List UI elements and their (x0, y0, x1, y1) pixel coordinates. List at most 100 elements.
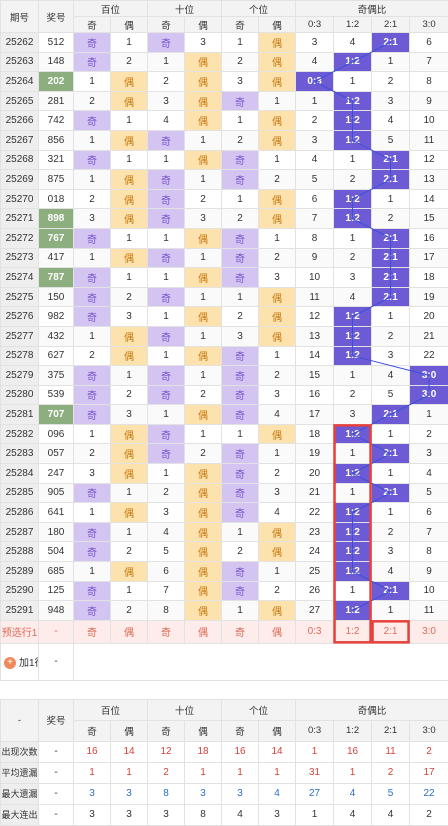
ratio-cell: 1 (334, 444, 372, 464)
header-qihao[interactable]: 期号 (1, 1, 39, 33)
ratio-cell: 2:1 (372, 248, 410, 268)
predict-cell[interactable]: 1:2 (334, 620, 372, 643)
ratio-cell: 1:2 (334, 52, 372, 72)
stats-cell: 3 (148, 804, 185, 825)
parity-cell: 偶 (111, 326, 148, 346)
predict-cell[interactable]: 偶 (259, 620, 296, 643)
issue-number: 25285 (1, 483, 39, 503)
ratio-cell: 20 (410, 307, 448, 327)
parity-cell: 奇 (74, 150, 111, 170)
parity-cell: 偶 (111, 189, 148, 209)
stats-dash: - (39, 741, 74, 762)
ratio-cell: 18 (410, 268, 448, 288)
parity-cell: 2 (222, 307, 259, 327)
draw-number: 982 (39, 307, 74, 327)
predict-cell[interactable]: 奇 (74, 620, 111, 643)
ratio-cell: 11 (410, 130, 448, 150)
ratio-cell: 1 (372, 601, 410, 621)
stats-sub-header: 2:1 (372, 720, 410, 741)
stats-cell: 16 (74, 741, 111, 762)
parity-cell: 偶 (111, 209, 148, 229)
parity-cell: 1 (259, 444, 296, 464)
parity-cell: 4 (259, 503, 296, 523)
predict-cell[interactable]: 3:0 (410, 620, 448, 643)
ratio-cell: 13 (410, 170, 448, 190)
stats-sub-header: 奇 (222, 720, 259, 741)
ratio-cell: 12 (296, 307, 334, 327)
ratio-cell: 1 (334, 150, 372, 170)
sub-header: 3:0 (410, 17, 448, 33)
ratio-cell: 22 (296, 503, 334, 523)
predict-cell[interactable]: 奇 (148, 620, 185, 643)
parity-cell: 1 (111, 228, 148, 248)
predict-cell[interactable]: 2:1 (372, 620, 410, 643)
parity-cell: 2 (185, 444, 222, 464)
parity-cell: 奇 (148, 170, 185, 190)
issue-number: 25263 (1, 52, 39, 72)
stats-cell: 5 (372, 783, 410, 804)
issue-number: 25271 (1, 209, 39, 229)
ratio-cell: 18 (296, 424, 334, 444)
issue-number: 25275 (1, 287, 39, 307)
draw-number: 321 (39, 150, 74, 170)
parity-cell: 1 (111, 33, 148, 53)
spacer-cell (1, 680, 448, 699)
stats-header-group: 十位 (148, 699, 222, 720)
ratio-cell: 4 (334, 287, 372, 307)
parity-cell: 1 (74, 424, 111, 444)
parity-cell: 4 (148, 111, 185, 131)
parity-cell: 6 (148, 562, 185, 582)
parity-cell: 1 (259, 562, 296, 582)
parity-cell: 3 (148, 503, 185, 523)
stats-sub-header: 偶 (185, 720, 222, 741)
sub-header: 0:3 (296, 17, 334, 33)
draw-number: 417 (39, 248, 74, 268)
ratio-cell: 3 (372, 542, 410, 562)
draw-number: 627 (39, 346, 74, 366)
ratio-cell: 1:2 (334, 562, 372, 582)
ratio-cell: 3 (334, 405, 372, 425)
predict-cell[interactable]: 偶 (185, 620, 222, 643)
predict-cell[interactable]: 偶 (111, 620, 148, 643)
parity-cell: 1 (111, 366, 148, 386)
parity-cell: 偶 (259, 601, 296, 621)
ratio-cell: 2:1 (372, 405, 410, 425)
parity-cell: 偶 (259, 542, 296, 562)
parity-cell: 1 (74, 562, 111, 582)
predict-cell[interactable]: 0:3 (296, 620, 334, 643)
issue-number: 25276 (1, 307, 39, 327)
ratio-cell: 2:1 (372, 33, 410, 53)
ratio-cell: 4 (410, 464, 448, 484)
stats-sub-header: 1:2 (334, 720, 372, 741)
parity-cell: 奇 (222, 170, 259, 190)
stats-cell: 16 (222, 741, 259, 762)
ratio-cell: 2 (372, 209, 410, 229)
stats-dash: - (39, 783, 74, 804)
add-row-dash: - (39, 643, 74, 680)
stats-cell: 27 (296, 783, 334, 804)
draw-number: 125 (39, 581, 74, 601)
parity-cell: 偶 (185, 307, 222, 327)
stats-cell: 1 (185, 762, 222, 783)
ratio-cell: 3 (410, 444, 448, 464)
stats-sub-header: 3:0 (410, 720, 448, 741)
draw-number: 057 (39, 444, 74, 464)
ratio-cell: 1:2 (334, 130, 372, 150)
predict-cell[interactable]: 奇 (222, 620, 259, 643)
ratio-cell: 14 (410, 189, 448, 209)
parity-cell: 奇 (74, 307, 111, 327)
ratio-cell: 3:0 (410, 385, 448, 405)
ratio-cell: 2:1 (372, 170, 410, 190)
parity-cell: 偶 (185, 228, 222, 248)
ratio-cell: 16 (410, 228, 448, 248)
add-row-button[interactable]: +加1行 (1, 643, 39, 680)
